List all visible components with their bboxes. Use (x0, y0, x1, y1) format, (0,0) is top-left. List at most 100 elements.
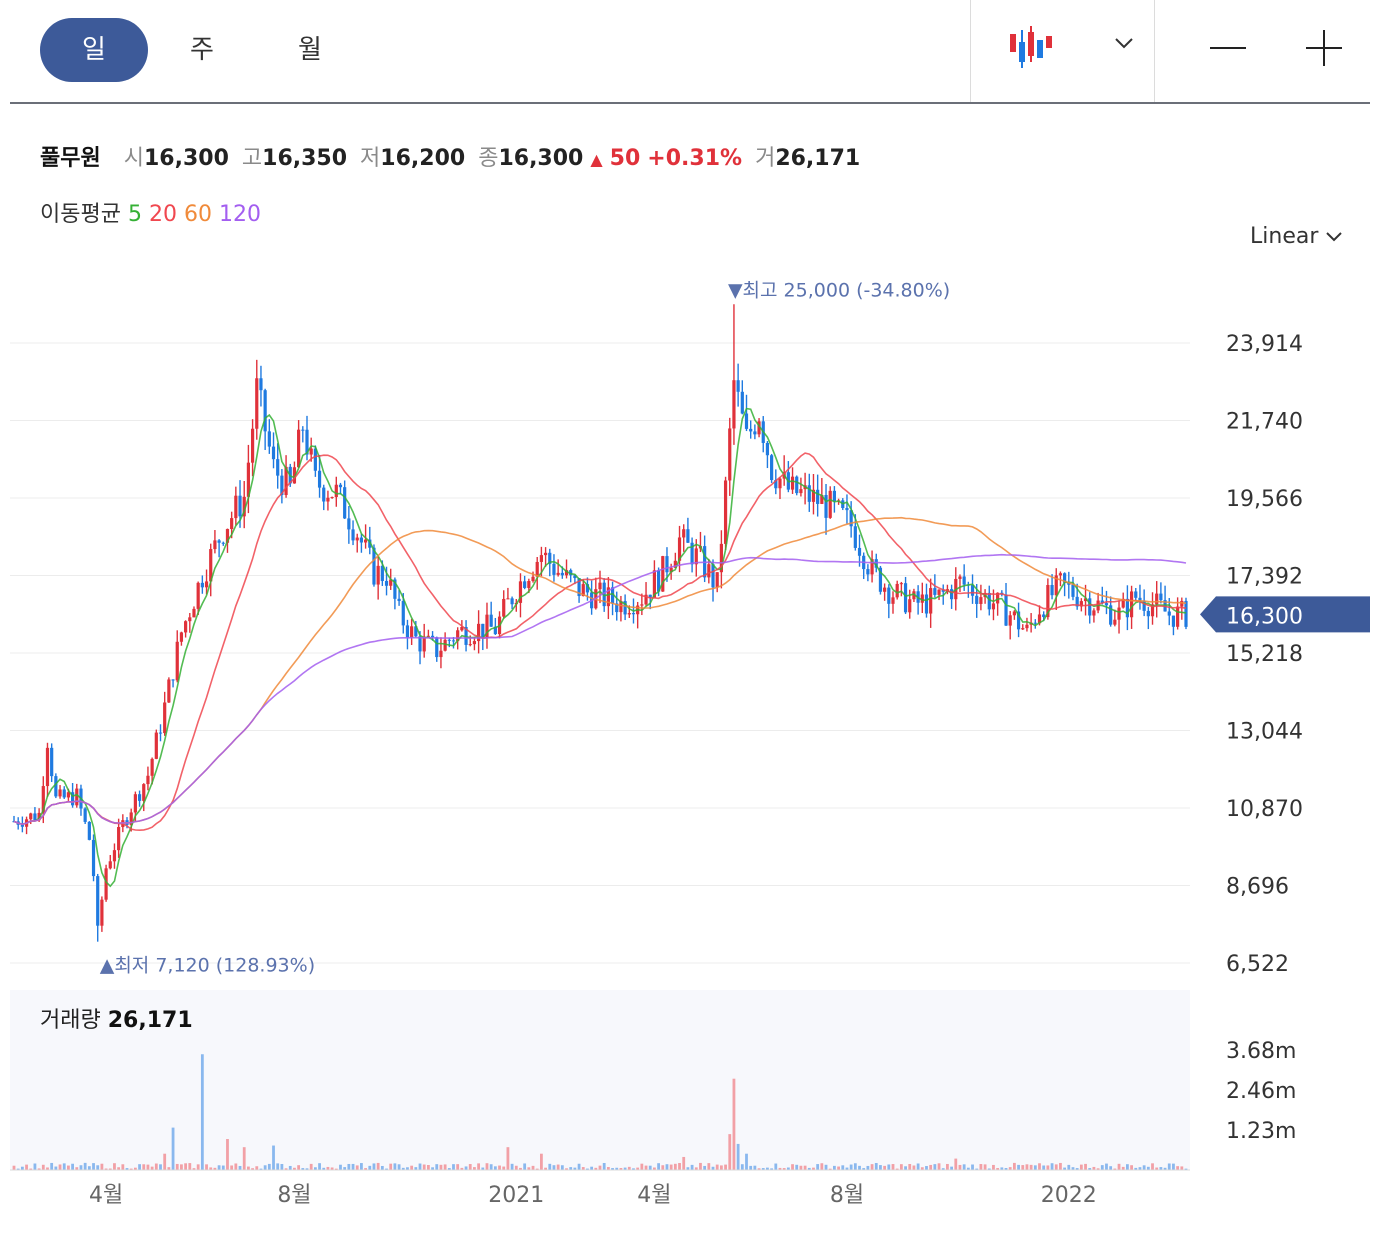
volume-bar (531, 1165, 535, 1170)
candle-body (1104, 603, 1109, 606)
moving-average-legend: 이동평균 5 20 60 120 (40, 196, 261, 228)
volume-bar (280, 1163, 284, 1170)
volume-bar (247, 1166, 250, 1170)
candle-body (502, 598, 506, 617)
candle-body (996, 592, 1000, 604)
candle-body (481, 623, 485, 639)
candle-body (598, 582, 602, 590)
candle-body (1067, 582, 1071, 585)
volume-bar (1167, 1163, 1171, 1170)
candle-body (477, 623, 481, 642)
candle-body (426, 635, 430, 637)
volume-bar (661, 1165, 665, 1170)
candle-body (723, 480, 728, 544)
volume-bar (653, 1167, 656, 1170)
volume-bar (673, 1163, 677, 1170)
volume-bar (376, 1162, 380, 1170)
candle-body (543, 552, 548, 556)
volume-bar (481, 1167, 485, 1170)
candle-body (234, 495, 238, 519)
candle-body (259, 378, 263, 391)
candle-body (1037, 614, 1042, 624)
volume-bar (175, 1163, 179, 1170)
candle-body (640, 604, 644, 606)
candle-body (711, 564, 715, 588)
scale-mode-select[interactable]: Linear (1250, 224, 1343, 249)
price-chart[interactable]: 23,914 21,740 19,566 17,392 15,218 13,044 10,8… (0, 260, 1392, 1240)
candle-body (41, 786, 45, 813)
ma-label: 이동평균 (40, 202, 121, 227)
candle-body (1050, 585, 1054, 596)
volume-bar (1012, 1162, 1016, 1170)
volume-bar (703, 1165, 707, 1170)
volume-bar (272, 1145, 275, 1170)
change-value: 50 (609, 146, 641, 171)
candle-body (577, 578, 581, 597)
plus-icon[interactable] (1304, 28, 1344, 68)
candle-body (372, 547, 376, 585)
volume-bar (644, 1165, 648, 1170)
volume-bar (267, 1163, 271, 1170)
candle-body (271, 446, 276, 460)
tab-monthly[interactable]: 월 (298, 35, 322, 65)
volume-bar (812, 1167, 815, 1170)
candle-body (108, 861, 112, 869)
candle-body (719, 543, 723, 573)
candle-body (950, 589, 954, 600)
volume-bar (83, 1162, 87, 1170)
close-value: 16,300 (498, 146, 584, 171)
tab-weekly[interactable]: 주 (190, 35, 214, 65)
candle-body (1167, 611, 1171, 616)
candle-body (987, 592, 991, 610)
candle-body (673, 560, 677, 568)
candle-body (322, 487, 326, 502)
candle-body (870, 559, 874, 575)
tab-daily[interactable]: 일 (40, 18, 148, 82)
candle-body (1075, 596, 1079, 607)
volume-bar (1176, 1166, 1180, 1170)
volume-bar (263, 1165, 267, 1170)
candle-body (811, 489, 816, 502)
volume-bar (16, 1168, 20, 1170)
candle-body (184, 621, 188, 633)
volume-bar (996, 1168, 1000, 1170)
candle-body (142, 784, 146, 801)
volume-bar (439, 1164, 443, 1170)
x-tick-label: 4월 (637, 1183, 671, 1208)
candle-body (694, 548, 698, 565)
volume-bar (288, 1165, 292, 1170)
candle-body (887, 587, 891, 604)
chart-type-button[interactable] (1006, 22, 1136, 78)
candle-body (958, 576, 962, 579)
candle-body (359, 537, 364, 543)
volume-bar (845, 1167, 849, 1170)
candle-body (1046, 585, 1050, 618)
candle-body (619, 601, 623, 613)
volume-bar (757, 1168, 761, 1170)
volume-bar (146, 1164, 150, 1170)
volume-bar (1033, 1165, 1037, 1170)
volume-bar (966, 1167, 970, 1170)
volume-bar (1126, 1164, 1129, 1170)
volume-bar (824, 1164, 828, 1170)
candle-body (280, 475, 284, 496)
candle-body (485, 614, 489, 639)
volume-tick-label: 3.68m (1226, 1039, 1296, 1064)
candle-body (615, 603, 619, 613)
chevron-down-icon (1115, 38, 1133, 49)
minus-icon[interactable] (1208, 28, 1248, 68)
y-tick-label: 8,696 (1226, 875, 1289, 900)
candle-body (246, 462, 250, 497)
candle-body (535, 561, 539, 577)
volume-bar (657, 1163, 660, 1170)
candle-body (397, 598, 401, 602)
volume-bar (50, 1162, 54, 1170)
chevron-down-icon (1326, 232, 1343, 242)
current-price-badge (1200, 596, 1370, 633)
volume-bar (1184, 1168, 1188, 1170)
candle-body (740, 391, 744, 414)
candle-body (45, 747, 50, 787)
volume-bar (401, 1167, 405, 1170)
ma-120: 120 (218, 202, 261, 227)
candle-body (255, 378, 259, 429)
